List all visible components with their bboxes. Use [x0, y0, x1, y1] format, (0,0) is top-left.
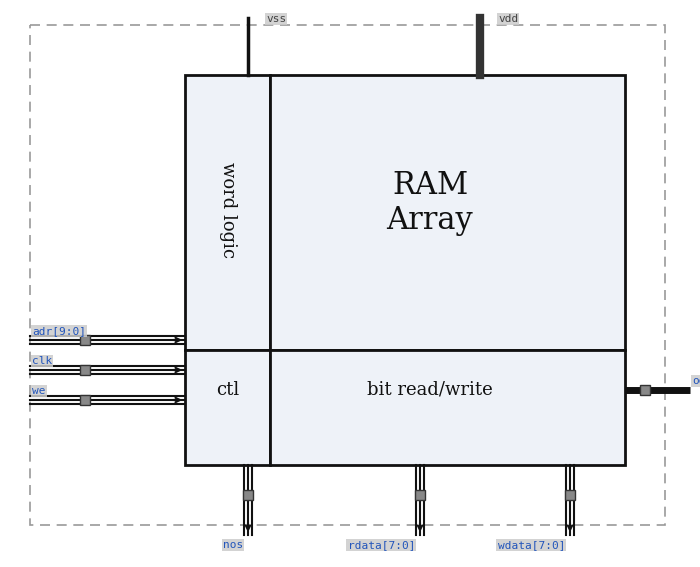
- Bar: [30, 25, 665, 525]
- Bar: [80, 365, 90, 375]
- Bar: [80, 335, 90, 345]
- Bar: [185, 75, 270, 350]
- Text: bit read/write: bit read/write: [367, 381, 493, 399]
- Bar: [270, 350, 625, 465]
- Bar: [185, 75, 625, 465]
- Bar: [640, 385, 650, 395]
- Text: clk: clk: [32, 356, 52, 366]
- Text: RAM: RAM: [392, 170, 468, 201]
- Text: Array: Array: [386, 205, 473, 235]
- Text: oe: oe: [692, 376, 700, 386]
- Text: vss: vss: [266, 14, 286, 24]
- Bar: [565, 490, 575, 500]
- Bar: [415, 490, 425, 500]
- Text: wdata[7:0]: wdata[7:0]: [498, 540, 565, 550]
- Bar: [80, 395, 90, 405]
- Text: we: we: [32, 386, 46, 396]
- Text: word logic: word logic: [219, 162, 237, 258]
- Text: rdata[7:0]: rdata[7:0]: [347, 540, 415, 550]
- Text: adr[9:0]: adr[9:0]: [32, 326, 86, 336]
- Text: vdd: vdd: [498, 14, 518, 24]
- Text: ctl: ctl: [216, 381, 239, 399]
- Bar: [243, 490, 253, 500]
- Bar: [270, 75, 625, 350]
- Bar: [185, 350, 270, 465]
- Text: nos: nos: [223, 540, 243, 550]
